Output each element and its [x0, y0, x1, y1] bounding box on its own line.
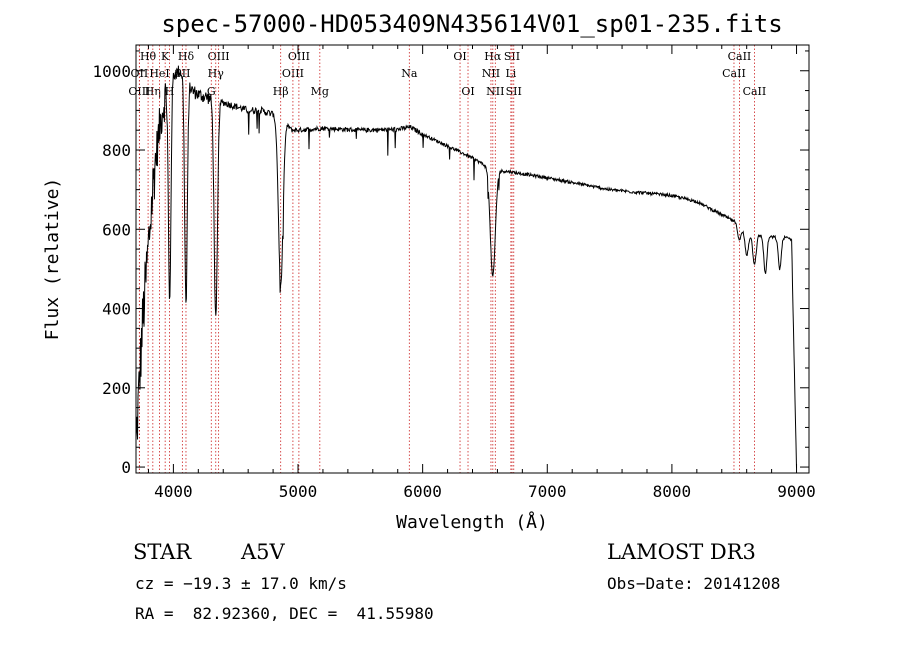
- survey-name: LAMOST DR3: [607, 540, 756, 564]
- y-axis-label: Flux (relative): [42, 178, 63, 341]
- y-tick-label: 800: [102, 141, 131, 160]
- object-class: STAR: [133, 540, 192, 564]
- observation-date: Obs−Date: 20141208: [607, 574, 781, 593]
- x-tick-label: 4000: [154, 482, 193, 501]
- axis-ticks: 4000 5000 6000 7000 8000 9000 0 200 400 600 800 100…: [92, 45, 816, 501]
- line-marker-label: OIII: [208, 50, 230, 63]
- redshift-cz: cz = −19.3 ± 17.0 km/s: [135, 574, 347, 593]
- line-marker-label: CaII: [728, 50, 752, 63]
- y-tick-label: 400: [102, 300, 131, 319]
- x-tick-label: 6000: [403, 482, 442, 501]
- line-marker-label: OIII: [288, 50, 310, 63]
- line-marker-label: OI: [453, 50, 466, 63]
- plot-frame: [135, 44, 810, 474]
- y-tick-label: 600: [102, 220, 131, 239]
- line-marker-label: Hθ: [140, 50, 157, 63]
- y-tick-label: 200: [102, 379, 131, 398]
- spectral-subclass: A5V: [241, 540, 285, 564]
- coordinates: RA = 82.92360, DEC = 41.55980: [135, 604, 434, 623]
- y-tick-label: 0: [121, 458, 131, 477]
- x-axis-label: Wavelength (Å): [396, 511, 548, 533]
- x-tick-label: 7000: [528, 482, 567, 501]
- x-tick-label: 5000: [279, 482, 318, 501]
- line-marker-label: Hα: [484, 50, 502, 63]
- y-tick-label: 1000: [92, 62, 131, 81]
- line-marker-label: SII: [504, 50, 520, 63]
- spectrum-line: [135, 65, 797, 469]
- x-tick-label: 9000: [777, 482, 816, 501]
- line-marker-label: Hδ: [178, 50, 195, 63]
- x-tick-label: 8000: [653, 482, 692, 501]
- chart-title: spec-57000-HD053409N435614V01_sp01-235.f…: [161, 10, 782, 38]
- line-marker-label: K: [161, 50, 170, 63]
